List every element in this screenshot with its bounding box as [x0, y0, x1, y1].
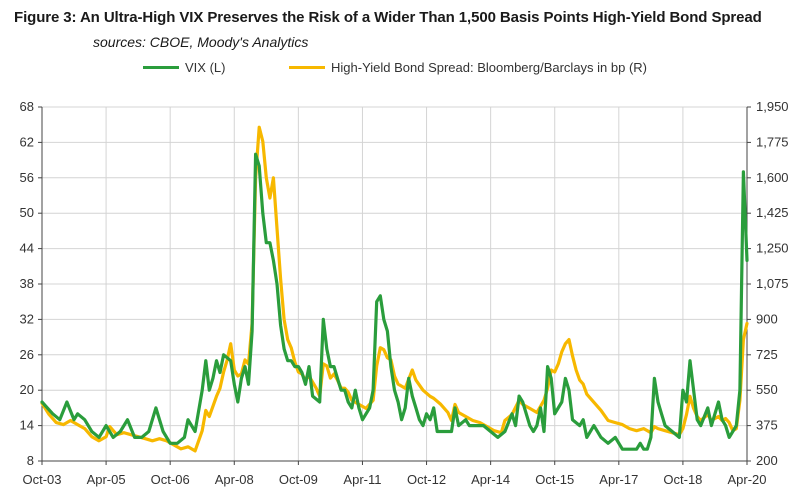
axes	[38, 106, 751, 465]
series-line-hy-spread	[40, 125, 749, 453]
legend-item-hy-spread: High-Yield Bond Spread: Bloomberg/Barcla…	[289, 60, 647, 75]
y-left-tick-label: 14	[20, 418, 34, 433]
x-tick-label: Oct-12	[407, 472, 446, 487]
y-right-tick-label: 1,950	[756, 99, 789, 114]
y-right-tick-label: 1,075	[756, 276, 789, 291]
x-tick-label: Apr-17	[599, 472, 638, 487]
y-left-tick-label: 62	[20, 134, 34, 149]
y-left-tick-label: 56	[20, 170, 34, 185]
y-right-tick-label: 200	[756, 453, 778, 468]
y-left-tick-label: 50	[20, 205, 34, 220]
x-tick-label: Apr-11	[343, 472, 381, 487]
y-right-tick-label: 375	[756, 418, 778, 433]
legend-swatch-hy-spread	[289, 66, 325, 69]
gridlines	[42, 106, 748, 461]
y-right-tick-label: 1,250	[756, 241, 789, 256]
y-left-tick-label: 26	[20, 347, 34, 362]
chart-legend: VIX (L) High-Yield Bond Spread: Bloomber…	[0, 60, 808, 82]
y-left-tick-label: 38	[20, 276, 34, 291]
tick-labels: 8 14 20 26 32 38 44 50 56 62 68 200 375 550 725 900 1,07…	[20, 99, 789, 487]
chart-title: Figure 3: An Ultra-High VIX Preserves th…	[14, 9, 762, 26]
legend-item-vix: VIX (L)	[143, 60, 225, 75]
x-tick-label: Apr-05	[87, 472, 126, 487]
x-tick-label: Oct-15	[535, 472, 574, 487]
x-tick-label: Oct-03	[22, 472, 61, 487]
x-tick-label: Oct-06	[151, 472, 190, 487]
y-left-tick-label: 20	[20, 382, 34, 397]
x-tick-label: Apr-20	[727, 472, 766, 487]
x-tick-label: Apr-14	[471, 472, 510, 487]
x-tick-label: Oct-18	[663, 472, 702, 487]
chart-source: sources: CBOE, Moody's Analytics	[93, 34, 309, 50]
y-left-tick-label: 32	[20, 311, 34, 326]
y-right-tick-label: 1,775	[756, 134, 789, 149]
y-left-tick-label: 44	[20, 241, 34, 256]
y-right-tick-label: 550	[756, 382, 778, 397]
series-lines	[40, 125, 749, 453]
y-left-tick-label: 68	[20, 99, 34, 114]
x-tick-label: Apr-08	[215, 472, 254, 487]
legend-swatch-vix	[143, 66, 179, 69]
y-left-tick-label: 8	[27, 453, 34, 468]
y-right-tick-label: 900	[756, 311, 778, 326]
y-right-tick-label: 1,425	[756, 205, 789, 220]
series-line-vix	[40, 152, 749, 451]
x-tick-label: Oct-09	[279, 472, 318, 487]
y-right-tick-label: 1,600	[756, 170, 789, 185]
y-right-tick-label: 725	[756, 347, 778, 362]
legend-label-vix: VIX (L)	[185, 60, 226, 75]
legend-label-hy-spread: High-Yield Bond Spread: Bloomberg/Barcla…	[331, 60, 648, 75]
